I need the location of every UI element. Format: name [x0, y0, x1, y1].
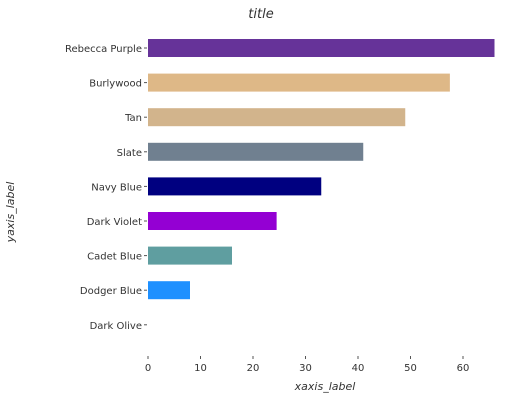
bar-dodger-blue [148, 281, 190, 300]
x-tick-label: 20 [247, 363, 260, 374]
bars-group [148, 39, 495, 300]
y-tick-labels: Dark Olive Dodger Blue Cadet Blue Dark Viol… [65, 44, 147, 332]
y-tick-label: Slate [117, 148, 142, 159]
bar-rebecca-purple [148, 39, 495, 57]
y-tick-label: Rebecca Purple [65, 44, 142, 55]
y-axis-label: yaxis_label [4, 182, 17, 244]
y-tick-label: Navy Blue [91, 182, 142, 193]
bar-tan [148, 108, 406, 127]
x-tick-label: 10 [194, 363, 207, 374]
bar-burlywood [148, 73, 450, 92]
x-tick-label: 30 [299, 363, 312, 374]
x-tick-label: 50 [404, 363, 417, 374]
x-tick-label: 40 [352, 363, 365, 374]
x-ticks: 0 10 20 30 40 50 60 [145, 356, 470, 374]
x-axis-label: xaxis_label [294, 380, 356, 393]
bar-dark-violet [148, 212, 277, 230]
y-tick-label: Burlywood [89, 79, 142, 90]
y-tick-label: Dark Violet [87, 217, 142, 228]
x-tick-label: 0 [145, 363, 151, 374]
y-tick-label: Tan [124, 113, 142, 124]
y-tick-label: Dark Olive [90, 321, 142, 332]
bar-cadet-blue [148, 246, 232, 265]
x-tick-label: 60 [457, 363, 470, 374]
y-tick-label: Dodger Blue [80, 286, 142, 297]
chart-title: title [248, 7, 273, 22]
bar-slate [148, 142, 364, 161]
bar-navy-blue [148, 177, 322, 196]
y-tick-label: Cadet Blue [87, 252, 142, 263]
